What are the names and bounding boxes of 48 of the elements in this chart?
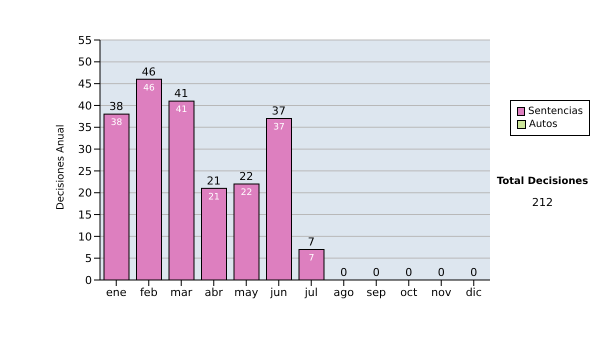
legend-label: Autos — [529, 118, 558, 131]
total-label: 38 — [109, 100, 124, 114]
y-tick-label: 55 — [78, 34, 92, 47]
total-label: 37 — [272, 104, 286, 118]
data-label: 21 — [208, 192, 220, 202]
total-label: 7 — [308, 235, 315, 248]
total-label: 22 — [239, 170, 254, 183]
y-tick-label: 25 — [78, 164, 92, 178]
x-tick-label: ene — [106, 286, 127, 299]
data-label: 7 — [308, 253, 314, 264]
data-label: 37 — [273, 122, 285, 133]
x-tick-label: jun — [269, 286, 288, 299]
total-label: 21 — [206, 174, 221, 188]
data-label: 22 — [240, 188, 252, 198]
legend-label: Sentencias — [528, 105, 583, 118]
total-label: 0 — [340, 266, 348, 279]
x-tick-label: dic — [466, 286, 482, 299]
total-label: 0 — [405, 266, 412, 279]
y-tick-label: 45 — [78, 78, 92, 91]
total-label: 46 — [142, 65, 156, 78]
x-tick-label: oct — [400, 286, 418, 299]
x-tick-label: feb — [140, 286, 158, 299]
y-tick-label: 30 — [78, 142, 92, 156]
y-tick-label: 15 — [78, 208, 92, 222]
x-tick-label: abr — [204, 286, 224, 299]
x-tick-label: mar — [170, 286, 193, 299]
text: Total Decisiones — [496, 176, 590, 187]
y-tick-label: 20 — [78, 186, 92, 200]
total-label: 0 — [372, 266, 380, 279]
x-tick-label: ago — [334, 286, 354, 299]
x-tick-label: nov — [431, 286, 452, 299]
total-label: 0 — [470, 266, 478, 279]
data-label: 41 — [176, 105, 188, 116]
y-tick-label: 0 — [85, 274, 92, 287]
y-tick-label: 5 — [85, 252, 92, 266]
y-tick-label: 40 — [78, 99, 92, 112]
total-label: 0 — [438, 266, 445, 279]
x-tick-label: may — [234, 286, 259, 299]
data-label: 46 — [143, 83, 155, 94]
y-tick-label: 35 — [78, 121, 92, 134]
x-tick-label: sep — [366, 286, 386, 299]
x-tick-label: jul — [304, 286, 318, 299]
text: 212 — [531, 196, 554, 209]
total-label: 41 — [174, 87, 188, 100]
y-axis-title: Decisiones Anual — [56, 124, 67, 210]
data-label: 38 — [110, 118, 122, 128]
y-tick-label: 50 — [78, 56, 92, 69]
y-tick-label: 10 — [78, 230, 92, 244]
